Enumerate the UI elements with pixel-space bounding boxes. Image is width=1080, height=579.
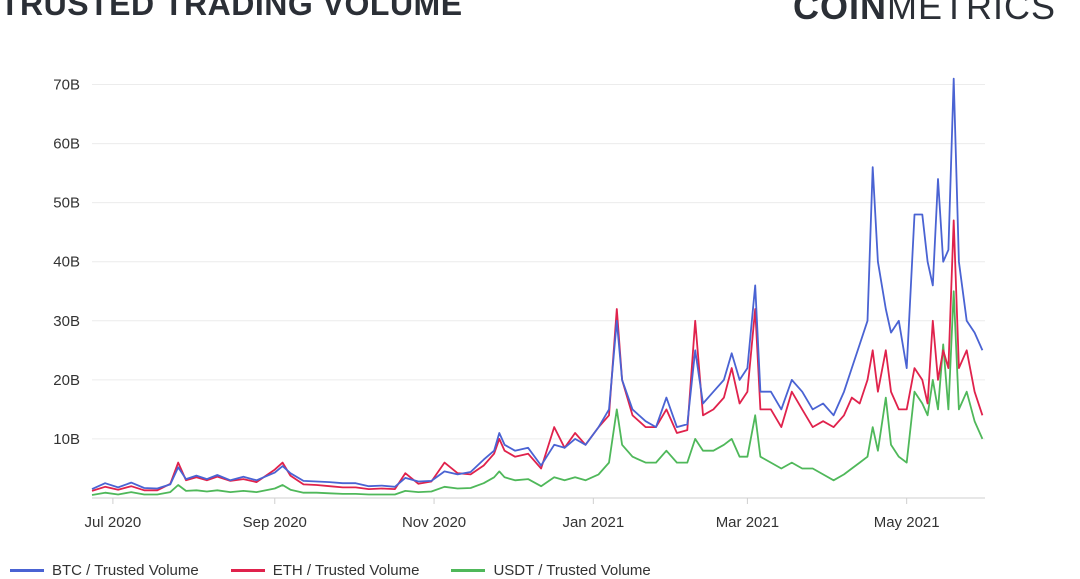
series-line-usdt <box>91 290 984 496</box>
legend-item-btc[interactable]: BTC / Trusted Volume <box>10 562 199 579</box>
series-line-eth <box>91 219 984 492</box>
x-tick-label: Jan 2021 <box>562 514 624 531</box>
legend-swatch-eth <box>230 569 265 572</box>
series-line-btc <box>91 77 984 490</box>
y-tick-label: 10B <box>53 431 80 448</box>
y-axis-ticks: 10B 20B 30B 40B 50B 60B 70B <box>53 77 80 448</box>
brand-logo: COINMETRICS <box>793 0 1056 28</box>
x-axis-ticks: Jul 2020 Sep 2020 Nov 2020 Jan 2021 Mar 2021… <box>85 498 940 531</box>
series-lines <box>91 77 984 496</box>
y-tick-label: 50B <box>53 195 80 212</box>
y-tick-label: 70B <box>53 77 80 94</box>
x-tick-label: Sep 2020 <box>243 514 307 531</box>
legend-label-eth: ETH / Trusted Volume <box>272 562 420 579</box>
chart-title: TRUSTED TRADING VOLUME <box>0 0 463 22</box>
brand-logo-bold: COIN <box>793 0 887 27</box>
x-tick-label: May 2021 <box>874 514 940 531</box>
legend-label-usdt: USDT / Trusted Volume <box>493 562 651 579</box>
chart-legend: BTC / Trusted Volume ETH / Trusted Volum… <box>10 562 651 579</box>
y-tick-label: 30B <box>53 313 80 330</box>
legend-item-usdt[interactable]: USDT / Trusted Volume <box>451 562 651 579</box>
legend-swatch-usdt <box>451 569 486 572</box>
x-tick-label: Nov 2020 <box>402 514 466 531</box>
legend-label-btc: BTC / Trusted Volume <box>52 562 199 579</box>
y-tick-label: 20B <box>53 372 80 389</box>
legend-swatch-btc <box>10 569 44 572</box>
x-tick-label: Jul 2020 <box>85 514 142 531</box>
y-tick-label: 40B <box>53 254 80 271</box>
x-tick-label: Mar 2021 <box>716 514 779 531</box>
grid-lines <box>92 84 985 499</box>
brand-logo-light: METRICS <box>887 0 1056 27</box>
y-tick-label: 60B <box>53 136 80 153</box>
legend-item-eth[interactable]: ETH / Trusted Volume <box>230 562 420 579</box>
